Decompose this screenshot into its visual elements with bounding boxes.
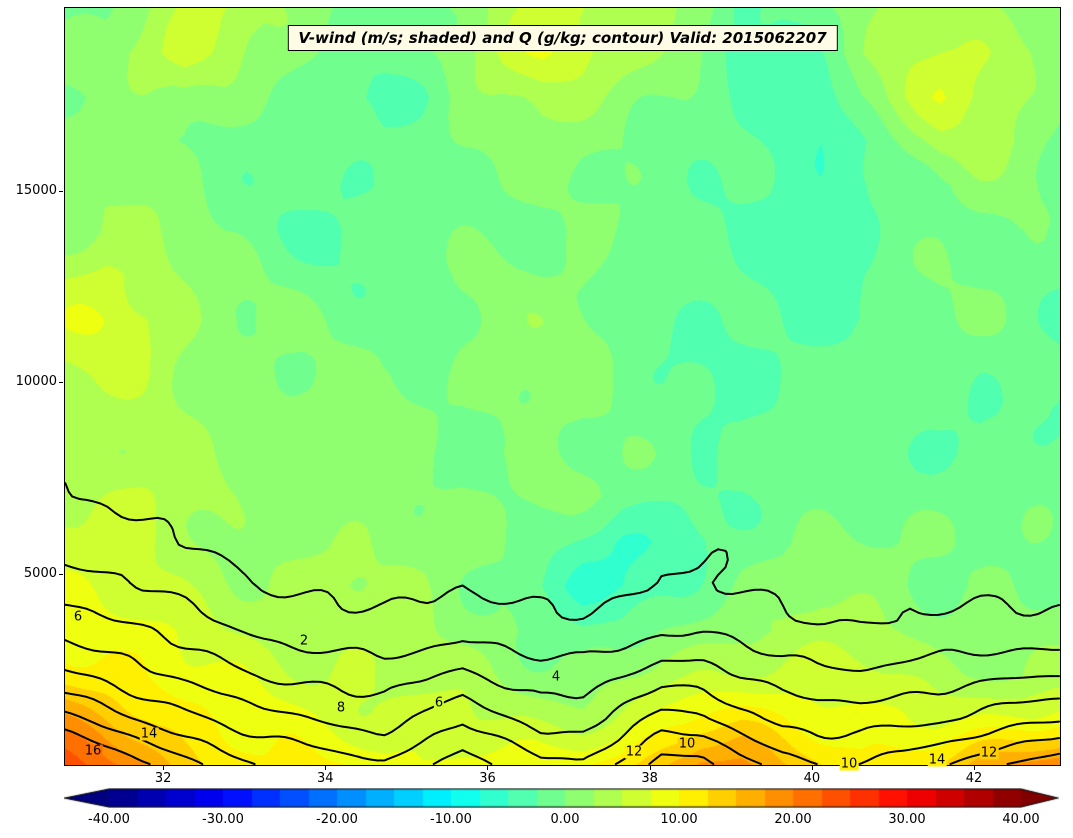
colorbar-tick-label: 0.00	[550, 812, 580, 827]
contour-label: 6	[433, 695, 445, 711]
y-tick-label: 15000	[15, 182, 57, 198]
contour-label: 12	[624, 744, 644, 760]
colorbar	[64, 788, 1059, 808]
colorbar-tick-label: -20.00	[316, 812, 358, 827]
colorbar-tick-label: 40.00	[1002, 812, 1040, 827]
contour-label: 2	[298, 633, 310, 649]
x-tick-mark	[487, 766, 489, 770]
contour-label: 10	[839, 756, 859, 772]
x-tick-label: 34	[317, 771, 334, 786]
contour-label: 16	[83, 743, 103, 759]
x-tick-label: 36	[479, 771, 496, 786]
contour-label: 4	[550, 669, 562, 685]
contour-label: 8	[335, 700, 347, 716]
x-tick-label: 38	[641, 771, 658, 786]
q-contour-lines	[65, 482, 1060, 765]
contour-label: 14	[927, 752, 947, 768]
colorbar-tick-label: 20.00	[774, 812, 812, 827]
y-tick-mark	[59, 190, 63, 192]
contour-label: 6	[72, 609, 84, 625]
x-tick-mark	[649, 766, 651, 770]
x-tick-label: 42	[965, 771, 983, 786]
x-tick-mark	[811, 766, 813, 770]
x-tick-mark	[325, 766, 327, 770]
y-tick-label: 10000	[15, 374, 57, 390]
y-tick-mark	[59, 573, 63, 575]
colorbar-tick-label: -30.00	[202, 812, 244, 827]
x-tick-label: 40	[803, 771, 821, 786]
x-tick-mark	[163, 766, 165, 770]
plot-title: V-wind (m/s; shaded) and Q (g/kg; contou…	[287, 25, 838, 51]
colorbar-tick-label: 30.00	[888, 812, 926, 827]
x-tick-label: 32	[154, 771, 172, 786]
plot-area: V-wind (m/s; shaded) and Q (g/kg; contou…	[64, 7, 1061, 771]
vwind-shading-canvas	[65, 8, 1060, 765]
x-tick-mark	[974, 766, 976, 770]
contour-label: 14	[139, 726, 159, 742]
y-tick-mark	[59, 382, 63, 384]
y-tick-label: 5000	[23, 565, 57, 581]
contour-label: 10	[677, 736, 697, 752]
colorbar-tick-label: 10.00	[660, 812, 698, 827]
colorbar-tick-label: -40.00	[88, 812, 130, 827]
colorbar-tick-label: -10.00	[430, 812, 472, 827]
contour-label: 12	[979, 745, 999, 761]
